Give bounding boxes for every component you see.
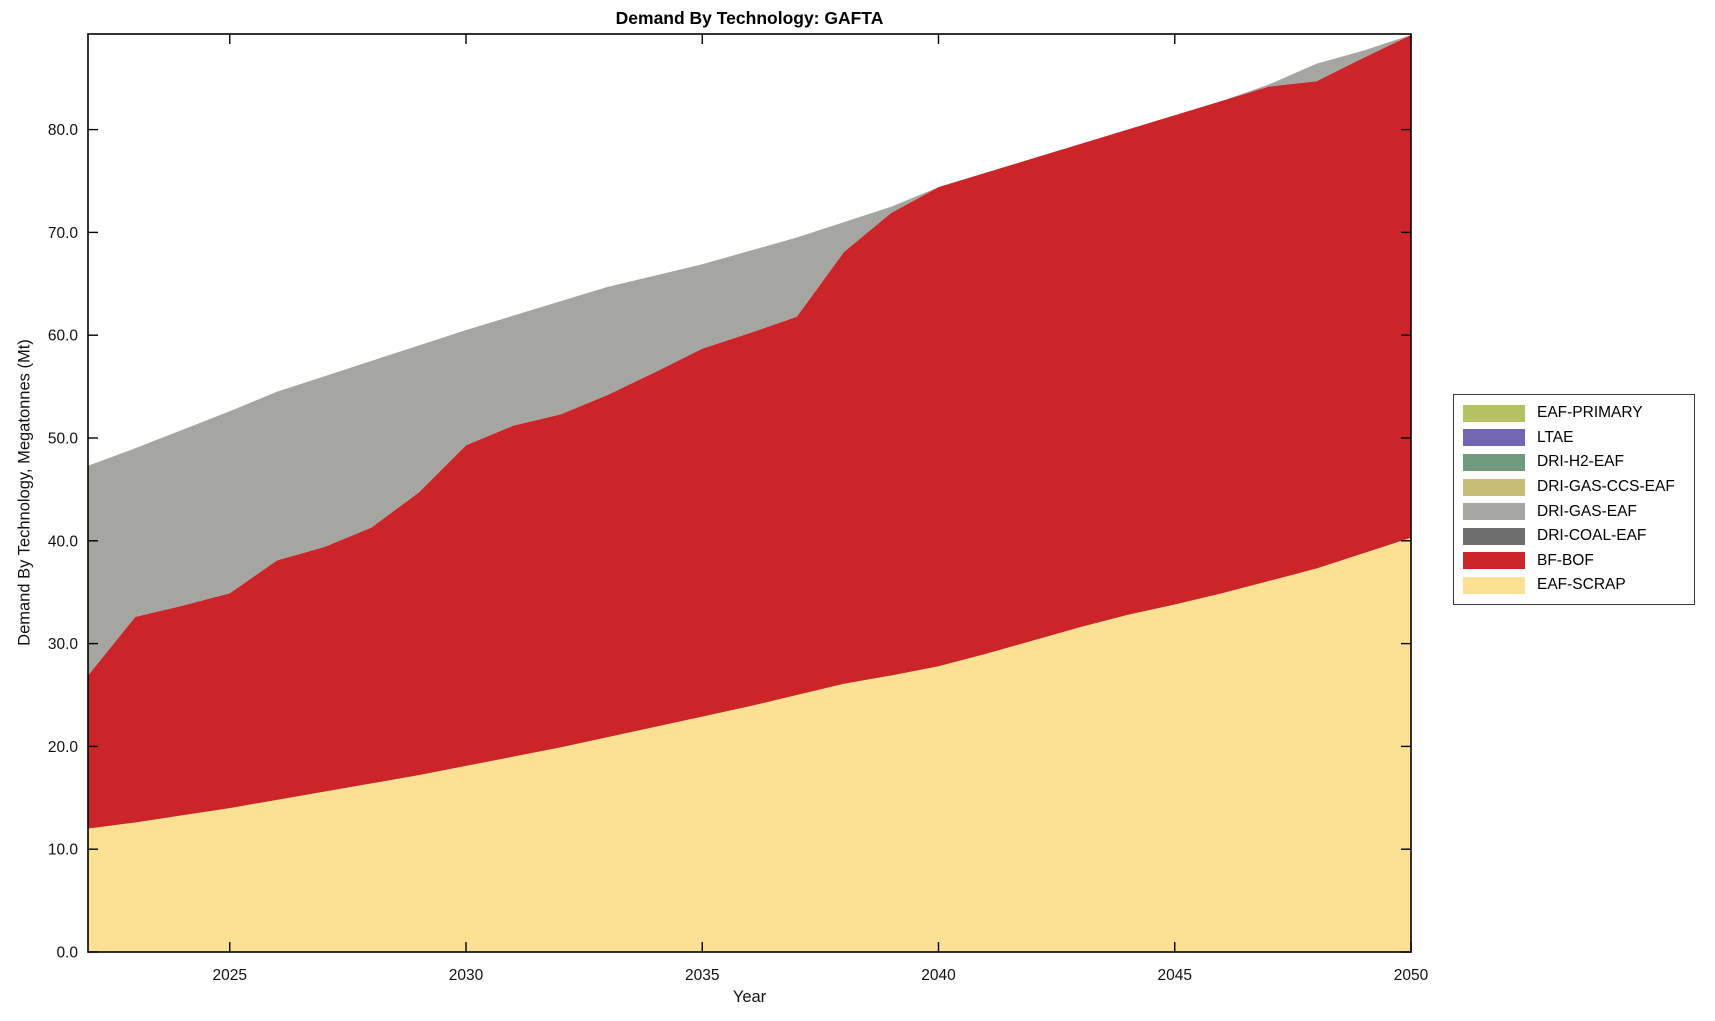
legend-item-dri-coal-eaf: DRI-COAL-EAF: [1463, 524, 1684, 549]
legend-label: EAF-SCRAP: [1537, 576, 1626, 594]
y-tick-label: 70.0: [48, 225, 79, 242]
area-bf-bof: [88, 35, 1411, 829]
legend-label: EAF-PRIMARY: [1537, 404, 1643, 422]
x-tick-label: 2035: [685, 967, 719, 984]
y-tick-label: 60.0: [48, 328, 79, 345]
legend-item-dri-gas-ccs-eaf: DRI-GAS-CCS-EAF: [1463, 475, 1684, 500]
y-tick-label: 20.0: [48, 739, 79, 756]
y-tick-label: 80.0: [48, 122, 79, 139]
x-tick-label: 2030: [449, 967, 484, 984]
x-tick-label: 2025: [213, 967, 247, 984]
plot-border: [87, 33, 1412, 953]
legend-item-eaf-primary: EAF-PRIMARY: [1463, 401, 1684, 426]
legend-label: DRI-GAS-CCS-EAF: [1537, 478, 1675, 496]
y-tick-label: 30.0: [48, 636, 79, 653]
legend-swatch: [1463, 503, 1525, 521]
area-eaf-scrap: [88, 537, 1411, 952]
legend: EAF-PRIMARY LTAE DRI-H2-EAF DRI-GAS-CCS-EAF…: [1453, 394, 1695, 605]
legend-swatch: [1463, 429, 1525, 447]
legend-label: DRI-H2-EAF: [1537, 453, 1624, 471]
legend-swatch: [1463, 404, 1525, 422]
legend-item-ltae: LTAE: [1463, 426, 1684, 451]
legend-label: DRI-GAS-EAF: [1537, 502, 1637, 520]
legend-label: DRI-COAL-EAF: [1537, 527, 1647, 545]
x-tick-label: 2040: [921, 967, 956, 984]
legend-label: LTAE: [1537, 428, 1574, 446]
x-tick-label: 2050: [1394, 967, 1429, 984]
y-tick-label: 10.0: [48, 842, 79, 859]
y-tick-label: 40.0: [48, 533, 79, 550]
x-tick-label: 2045: [1158, 967, 1192, 984]
y-tick-label: 50.0: [48, 431, 79, 448]
legend-swatch: [1463, 478, 1525, 496]
legend-swatch: [1463, 576, 1525, 594]
legend-item-eaf-scrap: EAF-SCRAP: [1463, 573, 1684, 598]
x-axis-label: Year: [732, 988, 767, 1006]
legend-swatch: [1463, 552, 1525, 570]
legend-item-dri-h2-eaf: DRI-H2-EAF: [1463, 450, 1684, 475]
y-tick-label: 0.0: [56, 945, 78, 962]
chart-title: Demand By Technology: GAFTA: [615, 8, 884, 28]
legend-swatch: [1463, 453, 1525, 471]
legend-label: BF-BOF: [1537, 551, 1594, 569]
legend-item-bf-bof: BF-BOF: [1463, 549, 1684, 574]
legend-item-dri-gas-eaf: DRI-GAS-EAF: [1463, 499, 1684, 524]
legend-swatch: [1463, 527, 1525, 545]
